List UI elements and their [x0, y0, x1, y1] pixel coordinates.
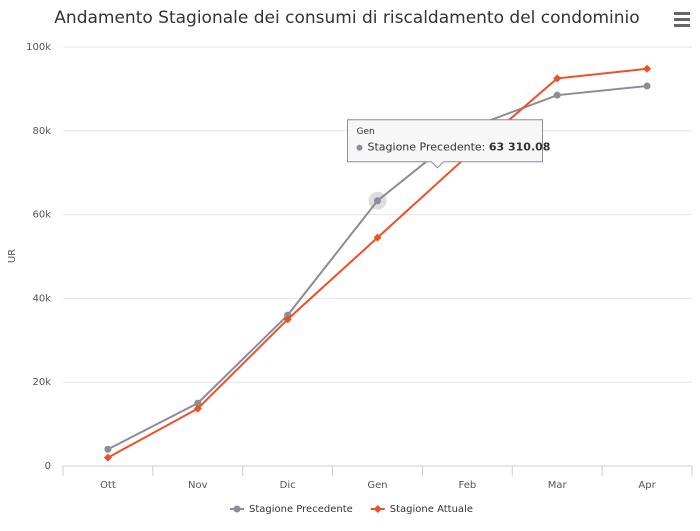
y-tick-label: 100k: [26, 42, 51, 53]
legend-item[interactable]: Stagione Precedente: [230, 504, 353, 515]
x-tick-label: Dic: [280, 480, 296, 491]
marker: [373, 233, 382, 242]
x-tick-label: Ott: [100, 480, 116, 491]
y-tick-label: 60k: [32, 210, 51, 221]
tooltip-text: Stagione Precedente: 63 310.08: [368, 141, 551, 154]
tooltip-value: 63 310.08: [489, 141, 551, 154]
marker: [373, 505, 382, 513]
y-tick-label: 80k: [32, 126, 51, 137]
menu-bar: [674, 12, 690, 15]
y-tick-label: 20k: [32, 377, 51, 388]
marker: [194, 399, 202, 407]
chart-title: Andamento Stagionale dei consumi di risc…: [54, 8, 639, 28]
marker: [233, 505, 241, 513]
tooltip-series-name: Stagione Precedente: [368, 141, 482, 154]
y-tick-label: 40k: [32, 293, 51, 304]
x-tick-label: Apr: [638, 480, 656, 491]
x-tick-label: Mar: [548, 480, 568, 491]
marker: [643, 82, 651, 90]
y-tick-label: 0: [45, 461, 51, 472]
y-axis-label: UR: [7, 249, 18, 263]
marker: [104, 445, 112, 453]
marker: [553, 74, 562, 83]
legend-item[interactable]: Stagione Attuale: [370, 504, 473, 515]
marker: [283, 315, 292, 324]
marker: [553, 91, 561, 99]
tooltip-box: [347, 119, 543, 169]
legend-label: Stagione Precedente: [249, 504, 353, 515]
x-tick-label: Gen: [367, 480, 387, 491]
x-tick-label: Nov: [188, 480, 208, 491]
marker: [103, 453, 112, 462]
x-tick-label: Feb: [458, 480, 476, 491]
menu-bar: [674, 24, 690, 27]
marker: [193, 404, 202, 413]
marker: [356, 144, 363, 151]
tooltip: Gen Stagione Precedente: 63 310.08: [347, 119, 551, 169]
tooltip-category: Gen: [357, 127, 375, 137]
menu-bar: [674, 18, 690, 21]
menu-button[interactable]: [674, 12, 690, 27]
marker: [374, 197, 381, 205]
legend-label: Stagione Attuale: [390, 504, 473, 515]
marker: [643, 64, 652, 73]
